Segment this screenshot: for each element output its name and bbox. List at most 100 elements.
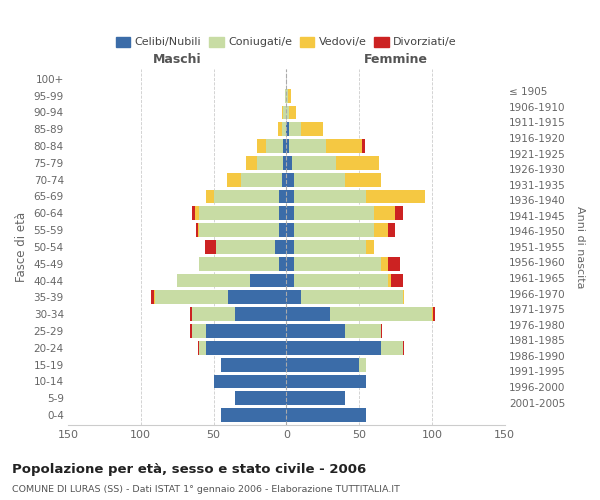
Bar: [330, 308, 432, 321]
Bar: [191, 206, 194, 220]
Bar: [206, 341, 286, 354]
Bar: [286, 190, 293, 203]
Bar: [279, 206, 286, 220]
Bar: [293, 257, 381, 270]
Y-axis label: Anni di nascita: Anni di nascita: [575, 206, 585, 288]
Bar: [395, 206, 403, 220]
Bar: [155, 290, 228, 304]
Bar: [432, 308, 433, 321]
Bar: [301, 122, 323, 136]
Bar: [235, 392, 286, 405]
Text: Popolazione per età, sesso e stato civile - 2006: Popolazione per età, sesso e stato civil…: [12, 462, 366, 475]
Bar: [374, 223, 388, 237]
Bar: [286, 173, 293, 186]
Bar: [257, 139, 266, 153]
Bar: [250, 274, 286, 287]
Bar: [283, 139, 286, 153]
Bar: [206, 190, 214, 203]
Bar: [286, 290, 301, 304]
Bar: [286, 122, 289, 136]
Bar: [279, 257, 286, 270]
Bar: [344, 324, 381, 338]
Bar: [388, 274, 391, 287]
Bar: [286, 324, 344, 338]
Bar: [197, 341, 199, 354]
Bar: [283, 156, 286, 170]
Bar: [286, 392, 344, 405]
Bar: [293, 274, 388, 287]
Bar: [388, 257, 400, 270]
Bar: [154, 290, 155, 304]
Bar: [403, 341, 404, 354]
Bar: [336, 156, 379, 170]
Text: COMUNE DI LURAS (SS) - Dati ISTAT 1° gennaio 2006 - Elaborazione TUTTITALIA.IT: COMUNE DI LURAS (SS) - Dati ISTAT 1° gen…: [12, 485, 400, 494]
Bar: [381, 257, 388, 270]
Bar: [191, 308, 235, 321]
Bar: [266, 139, 283, 153]
Bar: [289, 122, 301, 136]
Bar: [217, 240, 275, 254]
Bar: [286, 206, 293, 220]
Text: Maschi: Maschi: [153, 53, 202, 66]
Bar: [227, 173, 241, 186]
Bar: [293, 206, 374, 220]
Bar: [199, 206, 279, 220]
Bar: [286, 358, 359, 372]
Bar: [279, 223, 286, 237]
Bar: [191, 324, 206, 338]
Bar: [282, 106, 283, 120]
Bar: [359, 358, 367, 372]
Bar: [199, 257, 279, 270]
Bar: [214, 374, 286, 388]
Bar: [286, 223, 293, 237]
Bar: [235, 308, 286, 321]
Bar: [286, 341, 381, 354]
Bar: [282, 173, 286, 186]
Bar: [286, 156, 292, 170]
Bar: [344, 173, 381, 186]
Bar: [241, 173, 282, 186]
Bar: [286, 308, 330, 321]
Bar: [199, 341, 206, 354]
Bar: [326, 139, 362, 153]
Bar: [214, 190, 279, 203]
Bar: [257, 156, 283, 170]
Bar: [199, 223, 279, 237]
Bar: [288, 88, 290, 102]
Bar: [301, 290, 403, 304]
Bar: [293, 240, 367, 254]
Bar: [286, 274, 293, 287]
Bar: [286, 139, 289, 153]
Bar: [221, 358, 286, 372]
Bar: [285, 88, 286, 102]
Bar: [177, 274, 250, 287]
Y-axis label: Fasce di età: Fasce di età: [15, 212, 28, 282]
Bar: [278, 122, 282, 136]
Bar: [292, 156, 336, 170]
Bar: [367, 240, 374, 254]
Bar: [275, 240, 286, 254]
Bar: [381, 324, 382, 338]
Bar: [206, 324, 286, 338]
Bar: [293, 223, 374, 237]
Bar: [286, 408, 367, 422]
Bar: [367, 190, 425, 203]
Bar: [388, 223, 395, 237]
Bar: [293, 173, 344, 186]
Bar: [197, 223, 199, 237]
Bar: [205, 240, 217, 254]
Bar: [391, 274, 403, 287]
Bar: [279, 190, 286, 203]
Bar: [381, 341, 403, 354]
Bar: [194, 206, 199, 220]
Bar: [245, 156, 257, 170]
Bar: [283, 106, 286, 120]
Bar: [286, 257, 293, 270]
Bar: [282, 122, 286, 136]
Bar: [228, 290, 286, 304]
Bar: [221, 408, 286, 422]
Bar: [190, 324, 191, 338]
Bar: [286, 240, 293, 254]
Bar: [286, 374, 367, 388]
Bar: [289, 139, 326, 153]
